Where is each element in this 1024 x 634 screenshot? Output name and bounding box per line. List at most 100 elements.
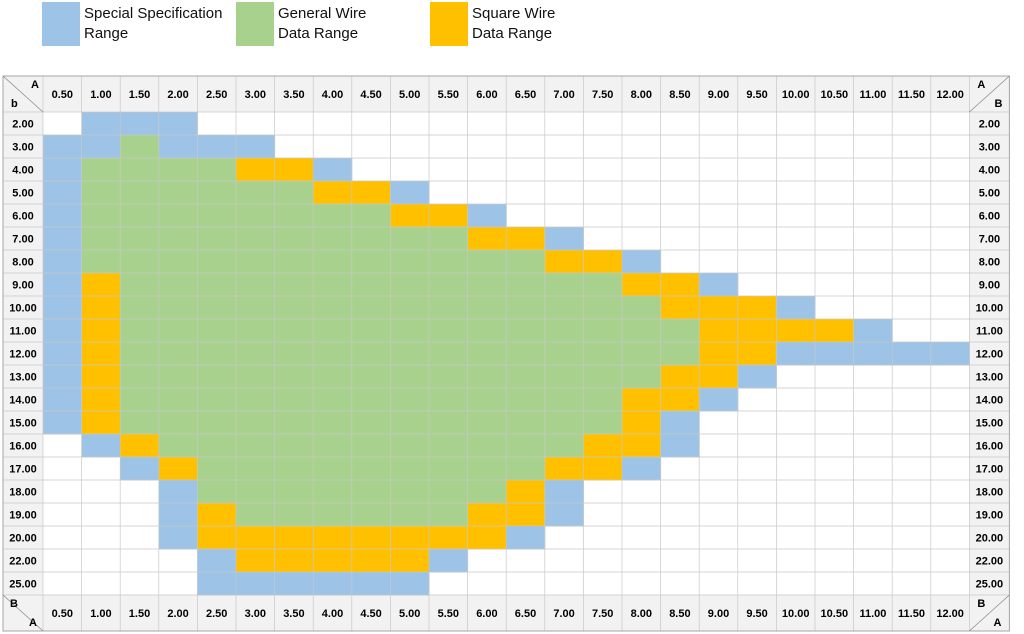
y-tick-label-left: 7.00: [12, 234, 33, 246]
cell-5.00-9.00: [390, 273, 430, 297]
x-tick-label-top: 3.00: [245, 89, 266, 101]
cell-4.50-10.00: [351, 296, 391, 320]
cell-6.50-15.00: [506, 411, 546, 435]
y-tick-label-right: 4.00: [979, 165, 1000, 177]
cell-6.00-16.00: [467, 434, 507, 458]
cell-6.00-11.00: [467, 319, 507, 343]
cell-5.00-22.00: [390, 549, 430, 573]
cell-1.50-9.00: [120, 273, 160, 297]
cell-4.00-17.00: [313, 457, 353, 481]
cell-6.50-9.00: [506, 273, 546, 297]
y-tick-label-left: 19.00: [9, 510, 37, 522]
cell-3.00-11.00: [236, 319, 276, 343]
table-border: [2, 75, 1010, 632]
cell-5.50-7.00: [429, 227, 469, 251]
cell-2.50-18.00: [197, 480, 237, 504]
cell-1.00-4.00: [81, 158, 121, 182]
cell-3.50-11.00: [274, 319, 314, 343]
x-tick-label-top: 11.50: [898, 89, 925, 101]
cell-1.00-11.00: [81, 319, 121, 343]
legend-swatch-special: [42, 2, 80, 46]
cell-4.00-11.00: [313, 319, 353, 343]
cell-1.50-13.00: [120, 365, 160, 389]
cell-6.00-10.00: [467, 296, 507, 320]
cell-3.00-15.00: [236, 411, 276, 435]
cell-7.00-11.00: [544, 319, 584, 343]
cell-6.00-8.00: [467, 250, 507, 274]
cell-5.50-8.00: [429, 250, 469, 274]
cell-6.50-18.00: [506, 480, 546, 504]
x-tick-label-bottom: 1.50: [129, 608, 150, 620]
cell-6.50-17.00: [506, 457, 546, 481]
cell-5.00-10.00: [390, 296, 430, 320]
x-tick-label-top: 12.00: [936, 89, 964, 101]
cell-0.50-7.00: [43, 227, 83, 251]
cell-2.50-8.00: [197, 250, 237, 274]
cell-2.50-20.00: [197, 526, 237, 550]
y-tick-label-left: 8.00: [12, 257, 33, 269]
cell-3.00-3.00: [236, 135, 276, 159]
cell-11.00-11.00: [853, 319, 893, 343]
cell-6.00-18.00: [467, 480, 507, 504]
cell-6.00-20.00: [467, 526, 507, 550]
y-tick-label-left: 14.00: [9, 395, 37, 407]
x-tick-label-top: 6.50: [515, 89, 536, 101]
cell-5.00-19.00: [390, 503, 430, 527]
cell-2.00-4.00: [158, 158, 198, 182]
cell-7.00-9.00: [544, 273, 584, 297]
cell-1.00-5.00: [81, 181, 121, 205]
x-tick-label-top: 7.00: [553, 89, 574, 101]
cell-6.50-12.00: [506, 342, 546, 366]
cell-2.00-15.00: [158, 411, 198, 435]
cell-8.50-15.00: [660, 411, 700, 435]
cell-1.50-5.00: [120, 181, 160, 205]
cell-2.00-14.00: [158, 388, 198, 412]
corner-diagonal-bl: [2, 594, 44, 632]
cell-3.00-9.00: [236, 273, 276, 297]
x-tick-label-top: 10.00: [782, 89, 810, 101]
cell-3.00-4.00: [236, 158, 276, 182]
y-tick-label-right: 12.00: [976, 349, 1004, 361]
cell-0.50-3.00: [43, 135, 83, 159]
cell-3.50-12.00: [274, 342, 314, 366]
x-tick-label-top: 1.50: [129, 89, 150, 101]
cell-3.00-8.00: [236, 250, 276, 274]
left-label-band: [3, 112, 43, 595]
cell-2.00-13.00: [158, 365, 198, 389]
cell-6.50-20.00: [506, 526, 546, 550]
cell-2.50-16.00: [197, 434, 237, 458]
x-tick-label-bottom: 4.00: [322, 608, 343, 620]
cell-2.50-14.00: [197, 388, 237, 412]
y-tick-label-left: 3.00: [12, 142, 33, 154]
corner-label-b: B: [977, 598, 985, 610]
cell-1.50-12.00: [120, 342, 160, 366]
cell-7.50-14.00: [583, 388, 623, 412]
cell-5.00-5.00: [390, 181, 430, 205]
x-tick-label-top: 2.50: [206, 89, 227, 101]
cell-4.50-5.00: [351, 181, 391, 205]
cell-1.50-14.00: [120, 388, 160, 412]
cell-7.00-10.00: [544, 296, 584, 320]
cell-7.50-17.00: [583, 457, 623, 481]
legend-label-square: Square Wire Data Range: [472, 5, 556, 42]
cell-3.50-13.00: [274, 365, 314, 389]
cell-8.00-10.00: [622, 296, 662, 320]
cell-1.50-2.00: [120, 112, 160, 136]
y-tick-label-left: 11.00: [10, 326, 37, 338]
cell-2.50-25.00: [197, 572, 237, 596]
cell-10.50-12.00: [815, 342, 855, 366]
cell-5.50-18.00: [429, 480, 469, 504]
cell-8.00-12.00: [622, 342, 662, 366]
cell-4.50-18.00: [351, 480, 391, 504]
cell-4.00-13.00: [313, 365, 353, 389]
cell-9.00-10.00: [699, 296, 739, 320]
cell-3.00-5.00: [236, 181, 276, 205]
cell-5.00-13.00: [390, 365, 430, 389]
corner-label-a: A: [977, 79, 985, 91]
cell-5.00-6.00: [390, 204, 430, 228]
cell-4.00-5.00: [313, 181, 353, 205]
cell-8.00-9.00: [622, 273, 662, 297]
corner-diagonal-tl: [2, 75, 44, 113]
cell-10.00-11.00: [776, 319, 816, 343]
cell-4.50-11.00: [351, 319, 391, 343]
